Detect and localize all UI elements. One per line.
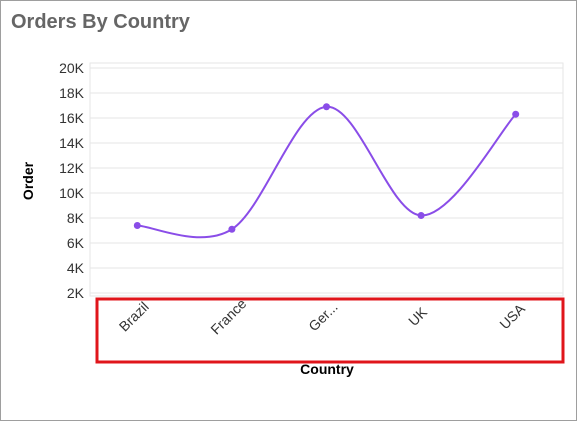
data-point[interactable] — [228, 225, 236, 233]
y-tick-label: 16K — [59, 110, 85, 126]
y-tick-label: 6K — [67, 235, 85, 251]
y-axis-ticks: 2K 4K 6K 8K 10K 12K 14K 16K 18K 20K — [59, 60, 85, 301]
y-tick-label: 12K — [59, 160, 85, 176]
data-point[interactable] — [133, 222, 141, 229]
gridlines — [89, 62, 564, 297]
y-tick-label: 8K — [67, 210, 85, 226]
x-tick-label[interactable]: Brazil — [116, 298, 152, 334]
x-axis-highlight-box — [95, 297, 565, 364]
y-tick-label: 14K — [59, 135, 85, 151]
y-tick-label: 2K — [67, 285, 85, 301]
y-tick-label: 10K — [59, 185, 85, 201]
y-tick-label: 20K — [59, 60, 85, 76]
plot-area-border — [89, 62, 564, 297]
data-point[interactable] — [417, 212, 425, 219]
data-point[interactable] — [323, 103, 330, 111]
x-tick-label[interactable]: USA — [496, 300, 528, 332]
chart-title: Orders By Country — [11, 11, 190, 33]
x-tick-label[interactable]: France — [207, 295, 249, 337]
series-points — [133, 103, 520, 233]
x-axis-title: Country — [300, 361, 354, 377]
y-tick-label: 18K — [59, 85, 85, 101]
x-tick-label[interactable]: Ger... — [305, 299, 341, 335]
y-axis-title: Order — [20, 161, 36, 200]
x-tick-label[interactable]: UK — [405, 303, 431, 329]
x-axis-ticks[interactable]: Brazil France Ger... UK USA — [116, 295, 529, 337]
y-tick-label: 4K — [67, 260, 85, 276]
data-point[interactable] — [512, 110, 520, 118]
